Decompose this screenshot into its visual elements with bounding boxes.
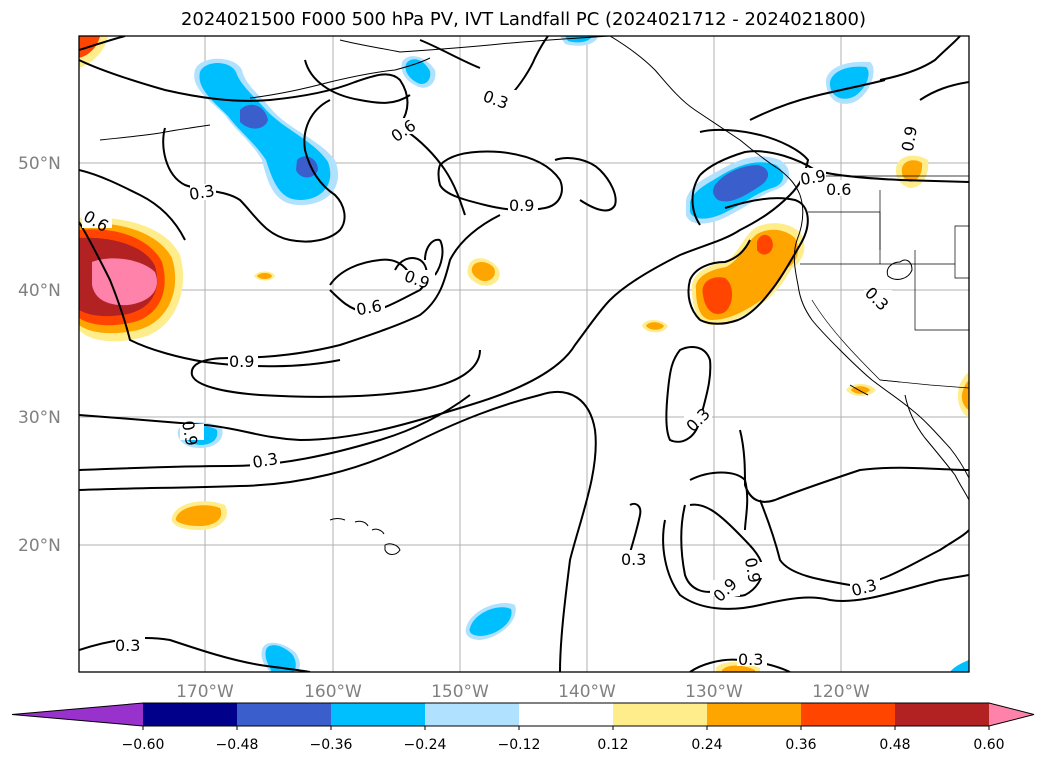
lat-label: 30°N — [18, 408, 61, 428]
colorbar-extend-min — [12, 703, 143, 726]
lon-label: 120°W — [812, 682, 870, 702]
colorbar-tick-label: 0.48 — [879, 737, 910, 753]
colorbar-tick-label: −0.48 — [216, 737, 259, 753]
map-area — [79, 36, 969, 672]
lon-label: 160°W — [304, 682, 362, 702]
colorbar-segment — [613, 703, 708, 726]
lat-label: 50°N — [18, 154, 61, 174]
lon-label: 140°W — [558, 682, 616, 702]
lat-label: 40°N — [18, 281, 61, 301]
lon-label: 170°W — [176, 682, 234, 702]
lon-label: 150°W — [431, 682, 489, 702]
colorbar-segment — [425, 703, 520, 726]
pv-contours — [79, 36, 969, 672]
colorbar-tick-label: 0.24 — [691, 737, 722, 753]
contour-label: 0.9 — [898, 125, 921, 153]
colorbar-tick-label: 0.12 — [597, 737, 628, 753]
contour-label: 0.3 — [251, 449, 279, 472]
colorbar-tick-label: −0.36 — [310, 737, 353, 753]
colorbar-segment — [331, 703, 426, 726]
colorbar-tick-label: −0.12 — [498, 737, 541, 753]
latitude-labels: 50°N 40°N 30°N 20°N — [18, 154, 61, 556]
colorbar-segment — [519, 703, 614, 726]
colorbar-tick-label: −0.24 — [404, 737, 447, 753]
contour-label: 0.9 — [229, 352, 254, 371]
colorbar-tick-label: 0.36 — [785, 737, 816, 753]
map-frame — [78, 35, 970, 673]
colorbar-segment — [895, 703, 990, 726]
longitude-labels: 170°W 160°W 150°W 140°W 130°W 120°W — [176, 682, 870, 702]
lat-label: 20°N — [18, 536, 61, 556]
contour-label: 0.9 — [799, 166, 827, 189]
lon-label: 130°W — [685, 682, 743, 702]
colorbar-tick-label: 0.60 — [973, 737, 1004, 753]
contour-label: 0.3 — [738, 650, 763, 669]
contour-label: 0.3 — [115, 636, 140, 655]
colorbar-segment — [143, 703, 238, 726]
colorbar: −0.60 −0.48 −0.36 −0.24 −0.12 0.12 0.24 0.36 0.4… — [11, 702, 1035, 753]
pc-fill-layer — [79, 36, 969, 672]
contour-label: 0.9 — [741, 556, 764, 584]
contour-label: 0.6 — [826, 180, 851, 199]
colorbar-segment — [801, 703, 896, 726]
contour-label: 0.3 — [621, 550, 646, 569]
colorbar-extend-max — [989, 703, 1034, 726]
contour-label: 0.6 — [355, 296, 383, 319]
pv-contour-0.3-main — [79, 128, 810, 442]
contour-label: 0.3 — [188, 181, 216, 204]
graticule — [79, 36, 969, 672]
colorbar-segment — [237, 703, 332, 726]
map-title: 2024021500 F000 500 hPa PV, IVT Landfall… — [180, 9, 867, 30]
contour-label: 0.9 — [178, 419, 201, 447]
colorbar-segment — [707, 703, 802, 726]
contour-label: 0.9 — [509, 196, 534, 215]
colorbar-tick-label: −0.60 — [122, 737, 165, 753]
political-borders — [800, 175, 969, 389]
